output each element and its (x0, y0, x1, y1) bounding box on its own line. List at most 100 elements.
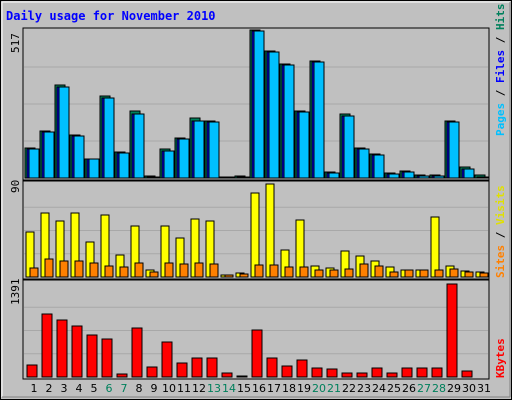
kbytes-bar-kbytes (221, 372, 233, 378)
legend-sep: / (494, 83, 507, 103)
x-tick-label: 8 (136, 382, 143, 395)
x-tick-label: 11 (177, 382, 191, 395)
legend-visits: Visits (494, 185, 507, 225)
x-tick-label: 2 (46, 382, 53, 395)
x-axis-labels: 1 2 3 4 5 6 7 8 9 10 11 12 13 14 15 16 17 18 19 20 21 22 23 24 2… (31, 382, 492, 395)
kbytes-bar-kbytes (86, 334, 98, 378)
visits-bar-sites (389, 271, 399, 278)
x-tick-label: 1 (31, 382, 38, 395)
visits-bar-sites (314, 269, 324, 278)
kbytes-bar-kbytes (356, 372, 368, 378)
visits-bar-sites (419, 269, 429, 278)
hits-bar-pages (343, 115, 355, 179)
visits-bar-sites (149, 271, 159, 278)
hits-axis-max: 517 (9, 33, 22, 53)
hits-bar-pages (283, 64, 295, 179)
hits-bar-pages (103, 97, 115, 179)
visits-bar-sites (44, 258, 54, 278)
kbytes-bar-kbytes (386, 372, 398, 378)
x-tick-label: 28 (432, 382, 446, 395)
visits-bar-sites (209, 263, 219, 278)
x-tick-label: 22 (342, 382, 356, 395)
kbytes-bar-kbytes (341, 372, 353, 378)
hits-bar-pages (403, 171, 415, 179)
x-tick-label: 17 (267, 382, 281, 395)
kbytes-bar-kbytes (371, 367, 383, 378)
x-tick-label: 26 (402, 382, 416, 395)
legend-files: Files (494, 50, 507, 83)
kbytes-bar-kbytes (416, 367, 428, 378)
kbytes-bar-kbytes (296, 359, 308, 378)
x-tick-label: 16 (252, 382, 266, 395)
hits-bar-pages (328, 172, 340, 179)
x-tick-label: 9 (151, 382, 158, 395)
x-tick-label: 27 (417, 382, 431, 395)
kbytes-bar-kbytes (431, 367, 443, 378)
visits-bar-sites (269, 264, 279, 278)
kbytes-bar-kbytes (266, 357, 278, 378)
x-tick-label: 25 (387, 382, 401, 395)
hits-bar-pages (28, 148, 40, 179)
kbytes-bar-kbytes (461, 370, 473, 378)
kbytes-bar-kbytes (446, 283, 458, 378)
visits-bar-sites (29, 267, 39, 278)
legend-sites: Sites (494, 245, 507, 278)
visits-bar-sites (299, 266, 309, 278)
visits-bar-sites (464, 271, 474, 278)
hits-bar-pages (238, 176, 250, 179)
hits-bar-pages (448, 121, 460, 179)
kbytes-bar-kbytes (116, 373, 128, 378)
visits-bar-sites (254, 264, 264, 278)
kbytes-bar-kbytes (131, 327, 143, 378)
legend-sep: / (494, 30, 507, 50)
visits-bar-sites (179, 263, 189, 278)
visits-bar-sites (359, 263, 369, 278)
visits-bar-sites (134, 262, 144, 278)
hits-bar-pages (148, 176, 160, 179)
visits-bar-sites (104, 265, 114, 278)
x-tick-label: 19 (297, 382, 311, 395)
x-tick-label: 31 (477, 382, 491, 395)
visits-bar-sites (449, 268, 459, 278)
kbytes-bar-kbytes (236, 375, 248, 378)
x-tick-label: 23 (357, 382, 371, 395)
hits-bar-pages (223, 176, 235, 179)
hits-bar-pages (358, 148, 370, 179)
chart-marks (24, 29, 490, 378)
hits-bar-pages (433, 175, 445, 179)
kbytes-bar-kbytes (326, 368, 338, 378)
x-tick-label: 21 (327, 382, 341, 395)
visits-bar-sites (329, 269, 339, 278)
visits-bar-sites (224, 274, 234, 278)
visits-bar-sites (284, 266, 294, 278)
visits-axis-max: 90 (9, 180, 22, 193)
hits-bar-pages (418, 175, 430, 179)
x-tick-label: 14 (222, 382, 236, 395)
kbytes-bar-kbytes (26, 364, 38, 378)
hits-bar-pages (193, 120, 205, 179)
hits-bar-pages (463, 168, 475, 179)
visits-bar-sites (59, 260, 69, 278)
hits-bar-pages (373, 154, 385, 179)
hits-bar-pages (73, 135, 85, 179)
hits-bar-pages (163, 150, 175, 179)
chart-title: Daily usage for November 2010 (6, 9, 216, 23)
kbytes-bar-kbytes (146, 366, 158, 378)
hits-bar-pages (388, 173, 400, 179)
kbytes-bar-kbytes (71, 325, 83, 378)
visits-bar-sites (119, 266, 129, 278)
legend-sep: / (494, 225, 507, 245)
visits-bar-sites (434, 269, 444, 278)
x-tick-label: 29 (447, 382, 461, 395)
hits-bar-pages (43, 131, 55, 179)
x-tick-label: 12 (192, 382, 206, 395)
visits-bar-sites (374, 265, 384, 278)
kbytes-bar-kbytes (56, 319, 68, 378)
x-tick-label: 7 (121, 382, 128, 395)
hits-bar-pages (118, 152, 130, 179)
visits-bar-sites (74, 260, 84, 278)
x-tick-label: 18 (282, 382, 296, 395)
x-tick-label: 10 (162, 382, 176, 395)
